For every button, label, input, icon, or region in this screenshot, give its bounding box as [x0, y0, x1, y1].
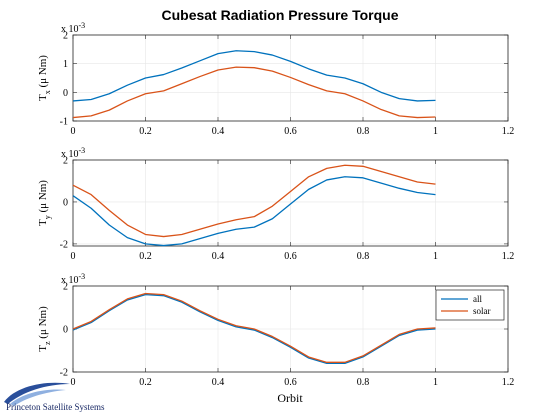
x-tick-label: 0 — [71, 126, 76, 137]
legend-label-solar: solar — [473, 306, 491, 316]
x-tick-label: 0.6 — [284, 251, 297, 262]
logo: Princeton Satellite Systems — [4, 382, 105, 412]
x-tick-label: 0.6 — [284, 377, 297, 388]
x-tick-label: 0.2 — [139, 126, 152, 137]
x-tick-label: 0.8 — [357, 377, 370, 388]
series-line-solar — [72, 66, 436, 119]
x-tick-label: 1.2 — [502, 251, 515, 262]
x-tick-label: 0 — [71, 251, 76, 262]
y-tick-label: 2 — [63, 31, 68, 42]
y-axis-label: Tz (μ Nm) — [37, 306, 52, 352]
y-tick-label: 0 — [63, 88, 68, 99]
series-line-all — [72, 50, 436, 102]
y-tick-label: 2 — [63, 156, 68, 167]
y-tick-label: -1 — [60, 117, 68, 128]
y-tick-label: -2 — [60, 368, 68, 379]
x-tick-label: 0.4 — [212, 251, 225, 262]
x-tick-label: 1 — [433, 126, 438, 137]
x-tick-label: 0.8 — [357, 251, 370, 262]
x-tick-label: 0 — [71, 377, 76, 388]
logo-text: Princeton Satellite Systems — [6, 402, 105, 412]
series-line-all — [72, 176, 436, 247]
legend-label-all: all — [473, 294, 482, 304]
x-tick-label: 0.4 — [212, 377, 225, 388]
y-tick-label: 0 — [63, 197, 68, 208]
y-tick-label: 1 — [63, 59, 68, 70]
x-tick-label: 1.2 — [502, 126, 515, 137]
y-tick-label: -2 — [60, 239, 68, 250]
x-tick-label: 1 — [433, 377, 438, 388]
legend-box — [435, 289, 505, 321]
x-tick-label: 0.4 — [212, 126, 225, 137]
x-tick-label: 0.2 — [139, 251, 152, 262]
x-tick-label: 0.2 — [139, 377, 152, 388]
y-tick-label: 0 — [63, 325, 68, 336]
x-tick-label: 1.2 — [502, 377, 515, 388]
orbit-swoosh-icon — [4, 382, 70, 404]
x-tick-label: 0.8 — [357, 126, 370, 137]
series-line-solar — [72, 292, 436, 363]
y-axis-label: Ty (μ Nm) — [37, 180, 52, 226]
series-line-solar — [72, 164, 436, 238]
x-tick-label: 0.6 — [284, 126, 297, 137]
x-axis-label: Orbit — [277, 391, 303, 405]
series-line-all — [72, 293, 436, 365]
orbit-swoosh-accent-icon — [10, 389, 66, 406]
y-axis-label: Tx (μ Nm) — [37, 55, 52, 101]
y-tick-label: 2 — [63, 282, 68, 293]
x-tick-label: 1 — [433, 251, 438, 262]
chart-title: Cubesat Radiation Pressure Torque — [161, 7, 398, 23]
legend: all solar — [435, 289, 505, 321]
